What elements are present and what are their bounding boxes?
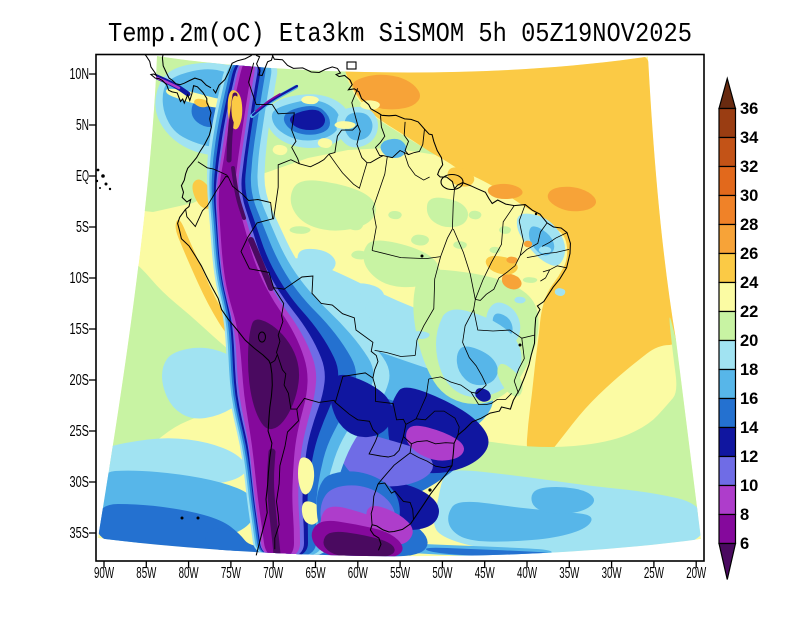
svg-text:30S: 30S: [70, 474, 90, 491]
svg-text:80W: 80W: [179, 565, 199, 582]
svg-text:8: 8: [740, 506, 749, 524]
svg-text:25S: 25S: [70, 423, 90, 440]
svg-text:35S: 35S: [70, 525, 90, 542]
svg-text:45W: 45W: [475, 565, 495, 582]
svg-text:20: 20: [740, 332, 758, 350]
svg-text:22: 22: [740, 303, 758, 321]
svg-text:20S: 20S: [70, 372, 90, 389]
svg-text:60W: 60W: [348, 565, 368, 582]
svg-text:36: 36: [740, 100, 758, 118]
svg-text:70W: 70W: [263, 565, 283, 582]
svg-text:15S: 15S: [70, 321, 90, 338]
svg-text:40W: 40W: [517, 565, 537, 582]
svg-text:26: 26: [740, 245, 758, 263]
svg-text:18: 18: [740, 361, 758, 379]
svg-text:65W: 65W: [306, 565, 326, 582]
svg-text:10S: 10S: [70, 270, 90, 287]
svg-text:10: 10: [740, 477, 758, 495]
svg-text:16: 16: [740, 390, 758, 408]
svg-text:14: 14: [740, 419, 759, 437]
svg-text:50W: 50W: [432, 565, 452, 582]
svg-text:Temp.2m(oC) Eta3km SiSMOM 5h 0: Temp.2m(oC) Eta3km SiSMOM 5h 05Z19NOV202…: [108, 19, 692, 49]
svg-text:10N: 10N: [70, 66, 90, 83]
svg-text:90W: 90W: [94, 565, 114, 582]
svg-text:34: 34: [740, 129, 759, 147]
svg-text:EQ: EQ: [76, 168, 89, 185]
svg-text:6: 6: [740, 535, 749, 553]
svg-text:20W: 20W: [686, 565, 706, 582]
svg-text:12: 12: [740, 448, 758, 466]
svg-text:28: 28: [740, 216, 758, 234]
svg-text:85W: 85W: [136, 565, 156, 582]
svg-text:5N: 5N: [76, 117, 89, 134]
svg-text:55W: 55W: [390, 565, 410, 582]
svg-text:32: 32: [740, 158, 758, 176]
svg-text:30: 30: [740, 187, 758, 205]
svg-text:5S: 5S: [76, 219, 89, 236]
svg-text:30W: 30W: [602, 565, 622, 582]
svg-text:35W: 35W: [559, 565, 579, 582]
svg-text:24: 24: [740, 274, 759, 292]
svg-text:75W: 75W: [221, 565, 241, 582]
svg-text:25W: 25W: [644, 565, 664, 582]
